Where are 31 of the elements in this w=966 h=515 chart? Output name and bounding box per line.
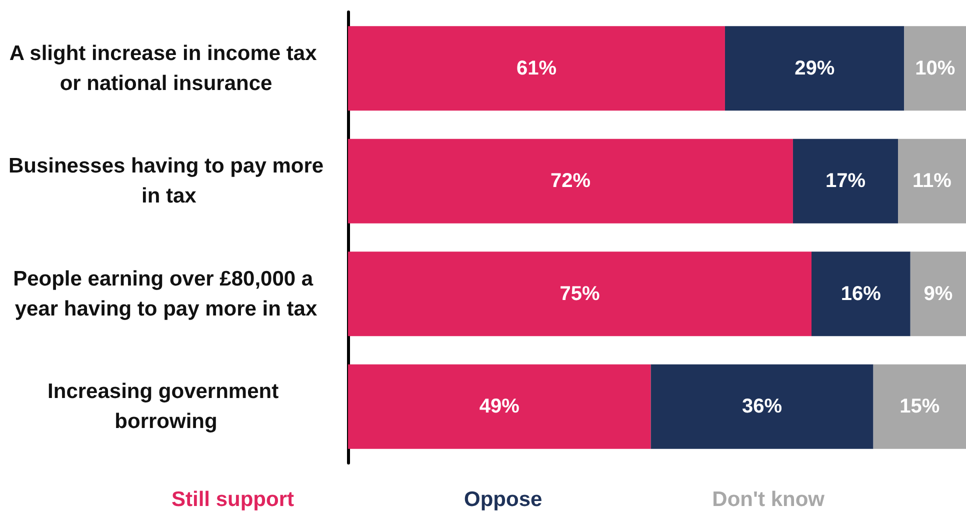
data-label: 75%	[560, 282, 600, 305]
bar	[904, 26, 966, 111]
text: Oppose	[464, 488, 542, 511]
y-tick-label: People earning over £80,000 a year having to pay more in tax	[13, 267, 319, 320]
data-label: 61%	[516, 57, 557, 80]
bar	[873, 364, 966, 449]
y-tick-label: Increasing government borrowing	[48, 380, 284, 434]
y-tick-label: A slight increase in income tax or national insurance	[9, 42, 323, 95]
bar	[348, 252, 812, 336]
bar	[348, 364, 651, 449]
text: Still support	[172, 488, 294, 511]
data-label: 72%	[550, 170, 591, 192]
data-label: 16%	[840, 282, 882, 305]
bar	[910, 252, 966, 336]
data-label: 11%	[912, 170, 952, 192]
bar	[812, 252, 910, 336]
bar	[348, 138, 793, 224]
bar	[348, 26, 725, 111]
y-tick-label: Businesses having to pay more in tax	[8, 154, 324, 208]
data-label: 49%	[479, 396, 520, 418]
data-label: 17%	[825, 170, 866, 192]
bar	[898, 138, 966, 224]
data-label: 15%	[900, 396, 940, 418]
data-label: 9%	[924, 282, 953, 305]
text: Don't know	[712, 488, 826, 511]
data-label: 36%	[742, 396, 782, 418]
bar	[650, 364, 874, 449]
bar	[724, 26, 904, 111]
bar	[792, 138, 898, 224]
data-label: 29%	[794, 57, 835, 80]
data-label: 10%	[915, 57, 956, 80]
